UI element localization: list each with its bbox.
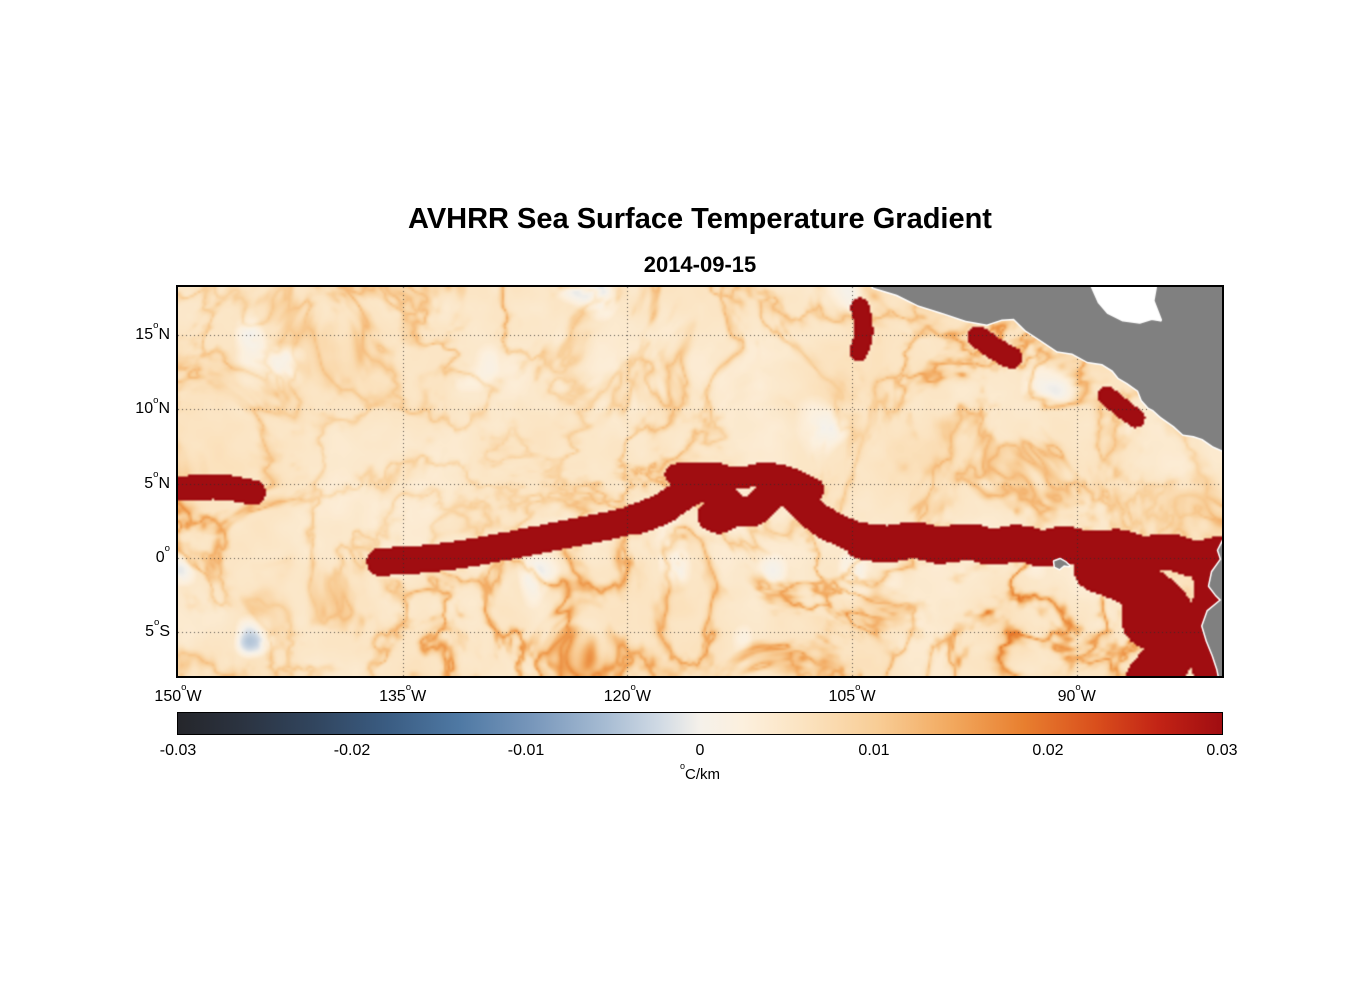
y-axis-tick-label: 5oN bbox=[144, 468, 170, 492]
x-axis-tick-label: 120oW bbox=[603, 682, 651, 705]
unit-text: C/km bbox=[685, 766, 720, 783]
colorbar-tick-label: -0.03 bbox=[159, 742, 197, 759]
colorbar-tick-label: -0.02 bbox=[333, 742, 371, 759]
y-axis-tick-label: 15oN bbox=[135, 320, 170, 343]
colorbar-tick-label: 0 bbox=[695, 742, 705, 759]
chart-subtitle: 2014-09-15 bbox=[643, 252, 757, 277]
y-axis-tick-label: 0o bbox=[155, 543, 170, 566]
colorbar-unit-label: oC/km bbox=[178, 761, 1222, 783]
x-axis-tick-label: 135oW bbox=[379, 682, 427, 705]
x-axis-tick-label: 90oW bbox=[1057, 682, 1096, 705]
colorbar-tick-label: 0.03 bbox=[1206, 742, 1238, 759]
y-axis-tick-label: 10oN bbox=[135, 394, 170, 418]
map-plot-frame bbox=[176, 285, 1224, 678]
chart-title: AVHRR Sea Surface Temperature Gradient bbox=[408, 203, 992, 235]
colorbar-tick-label: 0.01 bbox=[858, 742, 890, 759]
colorbar-tick-label: 0.02 bbox=[1032, 742, 1064, 759]
y-axis-tick-label: 5oS bbox=[145, 617, 170, 641]
x-axis-tick-label: 105oW bbox=[828, 682, 876, 705]
degree-symbol: o bbox=[679, 760, 685, 771]
colorbar bbox=[177, 712, 1223, 735]
x-axis-tick-label: 150oW bbox=[154, 682, 202, 705]
colorbar-tick-label: -0.01 bbox=[507, 742, 545, 759]
sst-gradient-map bbox=[178, 287, 1222, 676]
